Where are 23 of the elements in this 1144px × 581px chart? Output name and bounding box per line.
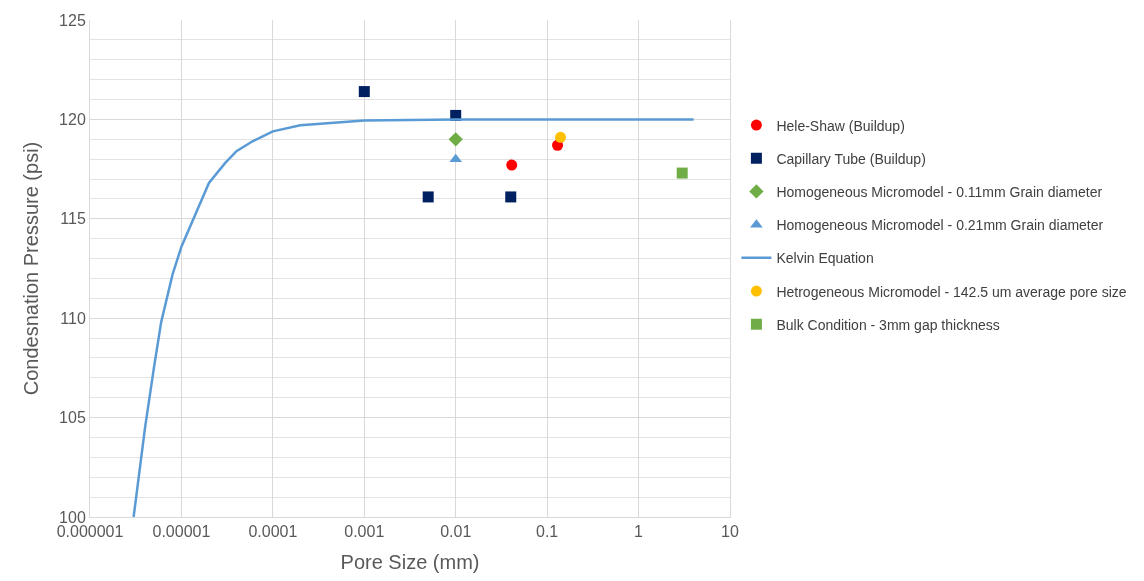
x-tick-label: 10 [721,523,739,541]
x-tick-label: 0.000001 [56,523,124,541]
legend-label: Capillary Tube (Buildup) [776,150,926,167]
legend-label: Hetrogeneous Micromodel - 142.5 um average pore size [776,283,1127,300]
legend-label: Kelvin Equation [776,250,874,267]
y-tick-label: 125 [59,11,86,29]
legend-label: Homogeneous Micromodel - 0.11mm Grain diameter [776,183,1103,200]
x-tick-label: 1 [634,523,644,541]
x-tick-label: 0.01 [440,523,472,541]
legend-label: Homogeneous Micromodel - 0.21mm Grain diameter [776,217,1104,234]
y-tick-label: 100 [59,508,86,526]
x-tick-label: 0.1 [536,523,559,541]
x-axis-title: Pore Size (mm) [340,550,480,573]
y-tick-label: 105 [59,409,86,427]
y-tick-label: 120 [59,111,86,128]
legend-label: Bulk Condition - 3mm gap thickness [776,316,1000,333]
x-tick-label: 0.001 [344,523,385,541]
legend-label: Hele-Shaw (Buildup) [776,117,905,134]
y-tick-label: 115 [60,210,86,228]
x-tick-label: 0.00001 [152,523,211,541]
y-axis-title: Condesnation Pressure (psi) [19,141,42,396]
y-tick-label: 110 [60,309,86,327]
x-tick-label: 0.0001 [248,523,298,541]
